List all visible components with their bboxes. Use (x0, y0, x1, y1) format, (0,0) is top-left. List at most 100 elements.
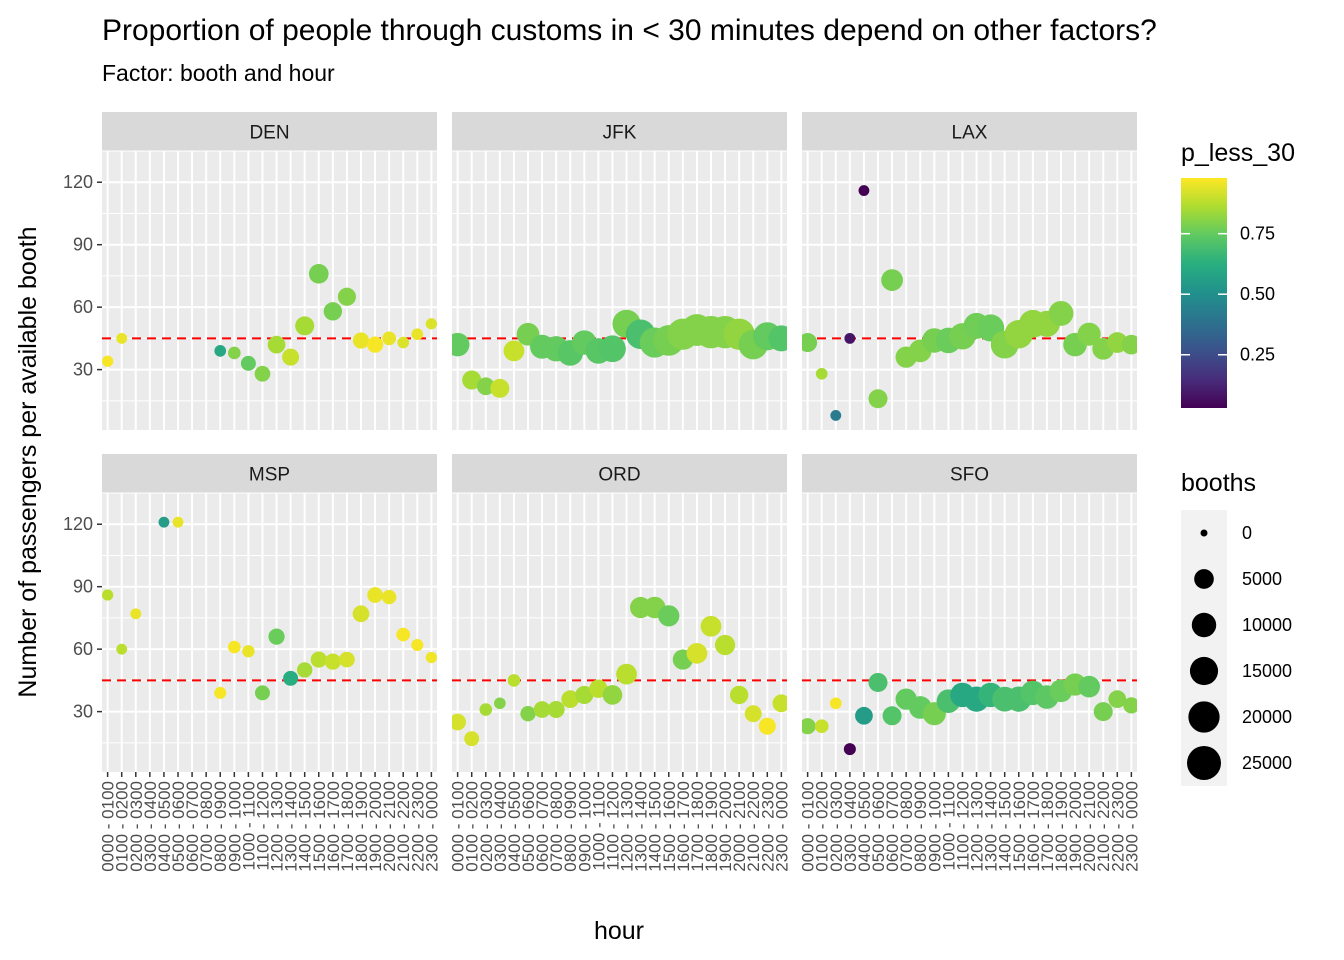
colorbar-label: 0.75 (1240, 224, 1275, 244)
x-tick-label: 1200 - 1300 (618, 781, 637, 872)
x-tick-label: 1500 - 1600 (1010, 781, 1029, 872)
size-legend-key (1189, 656, 1219, 686)
x-tick-label: 0800 - 0900 (211, 781, 230, 872)
data-point (283, 670, 299, 686)
data-point (366, 336, 384, 353)
panel-background (452, 493, 787, 772)
x-tick-label: 0300 - 0400 (841, 781, 860, 872)
x-tick-label: 1100 - 1200 (953, 781, 972, 870)
data-point (599, 335, 626, 363)
x-tick-label: 2100 - 2200 (1094, 781, 1113, 872)
x-tick-label: 1200 - 1300 (268, 781, 287, 872)
x-tick-label: 1000 - 1100 (239, 781, 258, 870)
facet-strip-label: MSP (249, 465, 290, 486)
x-tick-label: 1700 - 1800 (338, 781, 357, 872)
data-point (575, 685, 594, 705)
data-point (214, 345, 227, 357)
data-point (494, 697, 506, 710)
x-tick-label: 0800 - 0900 (561, 781, 580, 872)
data-point (367, 587, 383, 603)
data-point (602, 685, 623, 705)
data-point (425, 651, 437, 664)
x-tick-label: 0900 - 1000 (225, 781, 244, 872)
x-tick-label: 0700 - 0800 (897, 781, 916, 872)
x-tick-label: 2300 - 0000 (422, 781, 441, 872)
data-point (520, 706, 536, 722)
y-tick-label: 120 (63, 514, 93, 534)
data-point (254, 685, 270, 701)
points-layer (452, 309, 787, 398)
x-tick-label: 2100 - 2200 (744, 781, 763, 872)
x-tick-label: 1600 - 1700 (674, 781, 693, 872)
x-tick-label: 1700 - 1800 (1038, 781, 1057, 872)
color-legend: p_less_30 0.25 0.50 0.75 (1181, 139, 1295, 408)
points-layer (802, 672, 1137, 756)
data-point (882, 706, 902, 726)
size-legend-label: 0 (1242, 523, 1252, 543)
y-tick-label: 60 (73, 639, 93, 659)
data-point (297, 662, 313, 678)
data-point (490, 378, 510, 398)
data-point (1108, 690, 1127, 708)
data-point (102, 355, 114, 367)
data-point (844, 332, 856, 344)
x-tick-label: 0300 - 0400 (141, 781, 160, 872)
data-point (102, 589, 114, 601)
size-legend-key (1191, 612, 1217, 638)
x-tick-label: 0000 - 0100 (449, 781, 468, 872)
x-tick-label: 0400 - 0500 (505, 781, 524, 872)
facet-panel-den: DEN 30 60 90 120 (63, 112, 437, 430)
facet-panels: DEN 30 60 90 120 JFK LAX MSP 30 60 90 120 0000 - 010… (63, 112, 1141, 872)
data-point (1093, 702, 1113, 722)
data-point (700, 615, 722, 637)
x-tick-label: 0000 - 0100 (99, 781, 118, 872)
data-point (843, 743, 856, 756)
facet-strip-label: DEN (249, 123, 289, 144)
data-point (324, 653, 341, 670)
x-tick-label: 1900 - 2000 (1066, 781, 1085, 872)
data-point (242, 645, 255, 658)
data-point (172, 516, 184, 528)
x-tick-label: 0400 - 0500 (155, 781, 174, 872)
points-layer (802, 185, 1137, 421)
data-point (268, 628, 285, 645)
size-legend-key (1188, 701, 1220, 733)
x-tick-label: 1200 - 1300 (968, 781, 987, 872)
facet-strip (802, 454, 1137, 493)
data-point (240, 355, 256, 371)
facet-strip (102, 112, 437, 151)
data-point (561, 690, 580, 708)
size-legend-key (1187, 746, 1221, 780)
panel-background (802, 493, 1137, 772)
x-tick-label: 0500 - 0600 (519, 781, 538, 872)
x-tick-label: 0400 - 0500 (855, 781, 874, 872)
size-legend-label: 5000 (1242, 569, 1282, 589)
data-point (686, 642, 708, 664)
facet-strip-label: ORD (598, 465, 640, 486)
x-tick-label: 0500 - 0600 (869, 781, 888, 872)
y-tick-label: 30 (73, 702, 93, 722)
data-point (772, 694, 787, 713)
x-tick-label: 1400 - 1500 (996, 781, 1015, 872)
facet-strip (802, 112, 1137, 151)
chart-subtitle: Factor: booth and hour (102, 60, 335, 86)
data-point (744, 705, 762, 723)
x-tick-label: 0600 - 0700 (183, 781, 202, 872)
data-point (868, 389, 888, 409)
panel-background (102, 151, 437, 430)
x-tick-label: 1100 - 1200 (603, 781, 622, 870)
data-point (830, 410, 842, 421)
data-point (352, 605, 370, 623)
x-tick-label: 1000 - 1100 (939, 781, 958, 870)
data-point (479, 703, 493, 716)
data-point (411, 638, 424, 652)
x-tick-label: 1800 - 1900 (702, 781, 721, 872)
size-legend-key-background (1181, 510, 1227, 786)
points-layer (102, 516, 437, 701)
x-tick-label: 2200 - 2300 (408, 781, 427, 872)
data-point (254, 365, 271, 382)
data-point (323, 302, 343, 321)
y-axis-title: Number of passengers per available booth (14, 226, 42, 697)
data-point (802, 718, 816, 735)
